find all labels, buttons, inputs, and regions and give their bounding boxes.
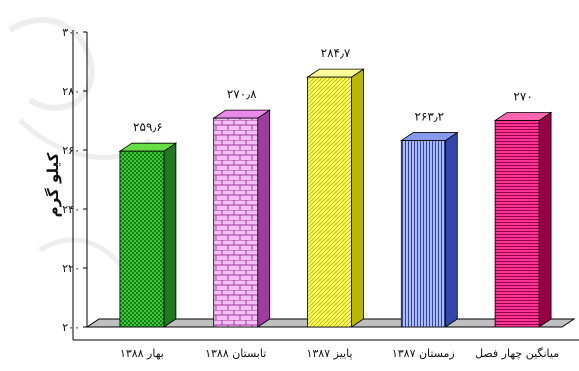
category-label: تابستان ۱۳۸۸ xyxy=(205,347,266,360)
y-tick-label: ۲۲۰ xyxy=(62,262,80,275)
y-tick-label: ۲۶۰ xyxy=(62,144,80,157)
category-label: میانگین چهار فصل xyxy=(475,347,559,360)
bar-front xyxy=(307,76,352,328)
y-tick-label: ۲۴۰ xyxy=(62,203,80,216)
category-label: زمستان ۱۳۸۷ xyxy=(392,347,455,360)
y-axis-title: کیلو گرم xyxy=(44,152,62,217)
bar-front xyxy=(119,150,165,328)
bar-side xyxy=(538,111,552,328)
category-label: پاییز ۱۳۸۷ xyxy=(306,347,352,360)
bar-side xyxy=(444,131,458,328)
bar-side xyxy=(257,109,271,328)
bar xyxy=(212,109,272,328)
category-label: بهار ۱۳۸۸ xyxy=(120,347,164,360)
data-label: ۲۷۰ xyxy=(513,90,532,104)
bar-front xyxy=(213,117,259,328)
data-label: ۲۶۳٫۲ xyxy=(414,110,444,124)
data-label: ۲۸۴٫۷ xyxy=(321,46,351,60)
y-tick-label: ۲۰۰ xyxy=(62,321,80,334)
y-tick-label: ۳۰۰ xyxy=(62,26,80,39)
bar-side xyxy=(163,142,177,328)
bar xyxy=(306,68,365,328)
bar xyxy=(493,111,553,328)
bar-front xyxy=(400,140,446,328)
bar-side xyxy=(351,68,364,328)
data-label: ۲۷۰٫۸ xyxy=(227,87,257,101)
bar-front xyxy=(494,120,540,328)
y-tick-label: ۲۸۰ xyxy=(62,85,80,98)
data-label: ۲۵۹٫۶ xyxy=(133,120,163,134)
bar xyxy=(399,131,459,328)
bar xyxy=(118,142,178,328)
